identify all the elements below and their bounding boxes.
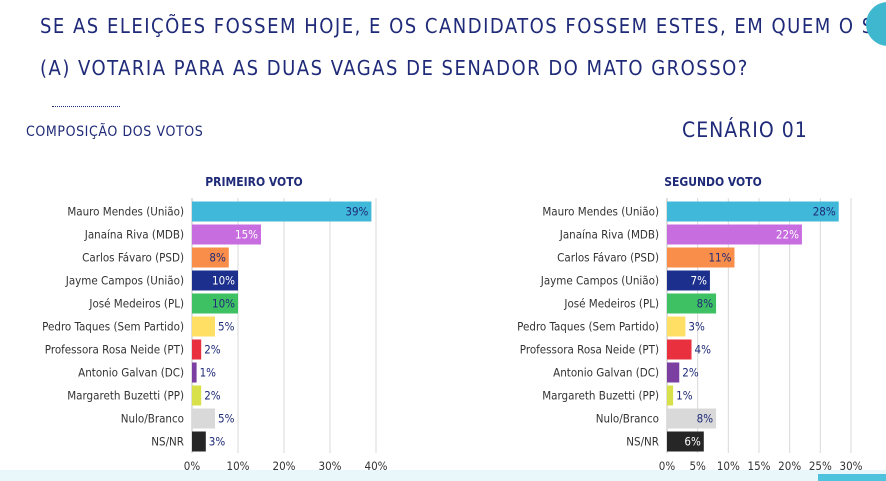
title-line-2: (A) VOTARIA PARA AS DUAS VAGAS DE SENADO…: [40, 56, 749, 80]
second-bar-mauro-mendes-uniao: [667, 201, 839, 222]
first-data-label-nulo-branco: 5%: [218, 412, 235, 426]
second-bar-carlos-favaro-psd: [667, 247, 735, 268]
vote-composition-subtitle: COMPOSIÇÃO DOS VOTOS: [26, 124, 204, 140]
second-bar-ns-nr: [667, 431, 704, 452]
second-data-label-margareth-buzetti-pp: 1%: [676, 389, 693, 403]
first-bar-janaina-riva-mdb: [192, 224, 261, 245]
second-tick-label: 30%: [840, 459, 863, 473]
second-category-label-ns-nr: NS/NR: [626, 435, 659, 449]
second-category-label-nulo-branco: Nulo/Branco: [596, 412, 659, 426]
second-category-label-margareth-buzetti-pp: Margareth Buzetti (PP): [542, 389, 659, 403]
first-data-label-jayme-campos-uniao: 10%: [212, 274, 235, 288]
second-bar-professora-rosa-neide-pt: [667, 339, 692, 360]
first-category-label-antonio-galvan-dc: Antonio Galvan (DC): [78, 366, 184, 380]
second-tick-label: 5%: [689, 459, 706, 473]
second-bar-jayme-campos-uniao: [667, 270, 710, 291]
first-category-label-janaina-riva-mdb: Janaína Riva (MDB): [84, 228, 184, 242]
second-category-label-antonio-galvan-dc: Antonio Galvan (DC): [553, 366, 659, 380]
first-category-label-nulo-branco: Nulo/Branco: [121, 412, 184, 426]
first-bar-jose-medeiros-pl: [192, 293, 238, 314]
second-category-label-professora-rosa-neide-pt: Professora Rosa Neide (PT): [520, 343, 659, 357]
second-bar-antonio-galvan-dc: [667, 362, 680, 383]
first-tick-label: 0%: [184, 459, 201, 473]
first-bar-ns-nr: [192, 431, 206, 452]
second-data-label-pedro-taques-sem-partido: 3%: [688, 320, 705, 334]
second-category-label-carlos-favaro-psd: Carlos Fávaro (PSD): [557, 251, 659, 265]
first-category-label-pedro-taques-sem-partido: Pedro Taques (Sem Partido): [42, 320, 184, 334]
first-bar-jayme-campos-uniao: [192, 270, 238, 291]
second-data-label-professora-rosa-neide-pt: 4%: [695, 343, 712, 357]
second-bar-pedro-taques-sem-partido: [667, 316, 686, 337]
second-tick-label: 0%: [659, 459, 676, 473]
second-category-label-jose-medeiros-pl: José Medeiros (PL): [563, 297, 659, 311]
first-category-label-carlos-favaro-psd: Carlos Fávaro (PSD): [82, 251, 184, 265]
first-data-label-pedro-taques-sem-partido: 5%: [218, 320, 235, 334]
second-data-label-jayme-campos-uniao: 7%: [691, 274, 708, 288]
second-category-label-pedro-taques-sem-partido: Pedro Taques (Sem Partido): [517, 320, 659, 334]
first-bar-nulo-branco: [192, 408, 215, 429]
first-category-label-ns-nr: NS/NR: [151, 435, 184, 449]
first-tick-label: 30%: [319, 459, 342, 473]
scenario-label: CENÁRIO 01: [682, 118, 808, 142]
second-category-label-mauro-mendes-uniao: Mauro Mendes (União): [542, 205, 659, 219]
title-divider: [52, 106, 120, 107]
corner-decoration: [866, 2, 886, 46]
footer-accent: [818, 474, 886, 481]
first-category-label-jose-medeiros-pl: José Medeiros (PL): [88, 297, 184, 311]
first-chart-title: PRIMEIRO VOTO: [205, 175, 302, 189]
first-bar-margareth-buzetti-pp: [192, 385, 202, 406]
second-bar-janaina-riva-mdb: [667, 224, 802, 245]
second-data-label-ns-nr: 6%: [684, 435, 701, 449]
first-data-label-margareth-buzetti-pp: 2%: [204, 389, 221, 403]
first-tick-label: 40%: [365, 459, 388, 473]
first-category-label-professora-rosa-neide-pt: Professora Rosa Neide (PT): [45, 343, 184, 357]
first-bar-carlos-favaro-psd: [192, 247, 229, 268]
second-tick-label: 25%: [809, 459, 832, 473]
first-bar-pedro-taques-sem-partido: [192, 316, 215, 337]
second-bar-margareth-buzetti-pp: [667, 385, 674, 406]
first-data-label-professora-rosa-neide-pt: 2%: [204, 343, 221, 357]
first-bar-professora-rosa-neide-pt: [192, 339, 202, 360]
second-data-label-carlos-favaro-psd: 11%: [708, 251, 731, 265]
first-category-label-mauro-mendes-uniao: Mauro Mendes (União): [67, 205, 184, 219]
second-category-label-janaina-riva-mdb: Janaína Riva (MDB): [559, 228, 659, 242]
second-tick-label: 20%: [778, 459, 801, 473]
footer-bar: [0, 470, 886, 481]
first-bar-mauro-mendes-uniao: [192, 201, 372, 222]
second-category-label-jayme-campos-uniao: Jayme Campos (União): [540, 274, 659, 288]
first-category-label-margareth-buzetti-pp: Margareth Buzetti (PP): [67, 389, 184, 403]
first-data-label-jose-medeiros-pl: 10%: [212, 297, 235, 311]
second-tick-label: 10%: [717, 459, 740, 473]
second-data-label-nulo-branco: 8%: [697, 412, 714, 426]
first-data-label-mauro-mendes-uniao: 39%: [345, 205, 368, 219]
first-bar-antonio-galvan-dc: [192, 362, 197, 383]
first-data-label-ns-nr: 3%: [209, 435, 226, 449]
second-data-label-janaina-riva-mdb: 22%: [776, 228, 799, 242]
first-category-label-jayme-campos-uniao: Jayme Campos (União): [65, 274, 184, 288]
second-data-label-jose-medeiros-pl: 8%: [697, 297, 714, 311]
second-data-label-mauro-mendes-uniao: 28%: [813, 205, 836, 219]
first-data-label-carlos-favaro-psd: 8%: [209, 251, 226, 265]
second-chart-title: SEGUNDO VOTO: [664, 175, 762, 189]
second-data-label-antonio-galvan-dc: 2%: [682, 366, 699, 380]
second-bar-nulo-branco: [667, 408, 717, 429]
first-data-label-janaina-riva-mdb: 15%: [235, 228, 258, 242]
second-bar-jose-medeiros-pl: [667, 293, 717, 314]
first-tick-label: 10%: [227, 459, 250, 473]
first-tick-label: 20%: [273, 459, 296, 473]
first-data-label-antonio-galvan-dc: 1%: [200, 366, 217, 380]
title-line-1: SE AS ELEIÇÕES FOSSEM HOJE, E OS CANDIDA…: [40, 14, 886, 38]
second-tick-label: 15%: [748, 459, 771, 473]
